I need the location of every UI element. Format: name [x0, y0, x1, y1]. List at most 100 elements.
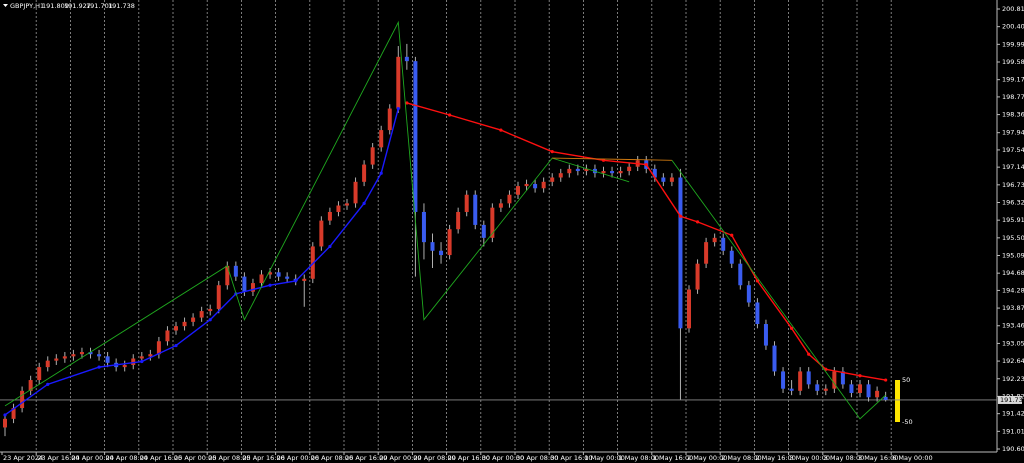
candle-body: [404, 56, 409, 62]
indicator-marker: [396, 106, 400, 111]
candle-body: [259, 274, 264, 284]
candle-body: [45, 360, 50, 368]
candle-body: [268, 272, 273, 275]
level-low-label: -50: [902, 418, 913, 426]
candle-body: [105, 356, 110, 363]
candle-body: [558, 173, 563, 178]
candle-body: [772, 345, 777, 372]
y-tick-label: 197.140: [1002, 163, 1024, 171]
candle-body: [798, 371, 803, 391]
candle-body: [387, 108, 392, 131]
x-tick-label: 3 May 08:00: [824, 454, 864, 462]
candle-body: [54, 358, 59, 361]
x-tick-label: 1 May 08:00: [619, 454, 659, 462]
candle-body: [507, 194, 512, 204]
indicator-line: [552, 157, 672, 161]
x-tick-label: 29 Apr 00:00: [379, 454, 421, 462]
candle-body: [174, 326, 178, 331]
candle-body: [755, 302, 760, 325]
candle-body: [704, 242, 709, 264]
candle-body: [71, 354, 76, 357]
candle-body: [421, 211, 426, 243]
candle-body: [182, 321, 187, 327]
candle-body: [746, 285, 751, 303]
candle-body: [199, 311, 204, 318]
indicator-marker: [362, 201, 366, 205]
x-tick-label: 3 May 00:00: [790, 454, 830, 462]
candle-body: [858, 384, 862, 393]
candle-body: [781, 371, 786, 389]
y-tick-label: 198.770: [1002, 93, 1024, 101]
current-price-box: [998, 395, 1022, 404]
x-tick-label: 26 Apr 00:00: [277, 454, 319, 462]
x-tick-label: 24 Apr 00:00: [71, 454, 113, 462]
indicator-marker: [46, 382, 50, 386]
candle-body: [678, 177, 683, 329]
y-tick-label: 195.910: [1002, 216, 1024, 224]
candle-body: [806, 371, 811, 385]
candle-body: [627, 166, 632, 172]
level-bar: [895, 380, 900, 422]
x-tick-label: 1 May 00:00: [584, 454, 624, 462]
y-tick-label: 192.640: [1002, 357, 1024, 365]
indicator-marker: [405, 101, 409, 105]
candle-body: [866, 384, 871, 398]
candle-body: [618, 171, 623, 174]
candle-body: [396, 56, 401, 109]
candle-body: [28, 380, 33, 391]
y-tick-label: 199.990: [1002, 40, 1024, 48]
x-tick-label: 24 Apr 16:00: [140, 454, 182, 462]
candle-body: [524, 183, 529, 187]
indicator-marker: [294, 279, 298, 283]
x-tick-label: 3 May 16:00: [858, 454, 898, 462]
candle-body: [669, 177, 674, 182]
candle-body: [131, 358, 136, 365]
ohlc-open: 191.809: [42, 2, 69, 10]
candle-body: [336, 205, 341, 212]
x-tick-label: 24 Apr 08:00: [106, 454, 148, 462]
candle-body: [233, 265, 238, 277]
x-tick-label: 23 Apr 16:00: [37, 454, 79, 462]
candle-body: [567, 168, 572, 174]
candle-body: [345, 203, 349, 206]
y-tick-label: 197.940: [1002, 129, 1024, 137]
candle-body: [97, 354, 102, 357]
x-tick-label: 30 Apr 00:00: [482, 454, 524, 462]
candle-body: [738, 263, 743, 286]
y-tick-label: 194.680: [1002, 269, 1024, 277]
x-tick-label: 30 Apr 16:00: [550, 454, 592, 462]
x-tick-label: 6 May 00:00: [892, 454, 932, 462]
x-tick-label: 29 Apr 16:00: [448, 454, 490, 462]
indicator-marker: [140, 359, 144, 364]
candle-body: [584, 168, 589, 172]
ohlc-low: 191.701: [86, 2, 113, 10]
ohlc-close: 191.738: [108, 2, 135, 10]
y-tick-label: 190.600: [1002, 445, 1024, 453]
candle-body: [353, 181, 358, 204]
candle-body: [849, 384, 854, 393]
indicator-marker: [328, 244, 332, 249]
indicator-marker: [695, 220, 700, 224]
y-tick-label: 194.280: [1002, 286, 1024, 294]
candle-body: [327, 211, 332, 221]
candle-body: [370, 147, 375, 165]
y-tick-label: 193.870: [1002, 304, 1024, 312]
candle-body: [62, 356, 67, 359]
x-tick-label: 2 May 16:00: [755, 454, 795, 462]
indicator-marker: [379, 171, 383, 175]
candle-body: [541, 181, 546, 189]
candle-body: [139, 356, 144, 359]
y-tick-label: 200.810: [1002, 5, 1024, 13]
candle-body: [473, 194, 478, 225]
indicator-marker: [678, 214, 683, 218]
indicator-marker: [97, 365, 101, 369]
indicator-marker: [499, 128, 503, 132]
candle-body: [601, 171, 606, 174]
indicator-marker: [755, 279, 760, 283]
x-tick-label: 26 Apr 08:00: [311, 454, 353, 462]
candle-body: [37, 367, 42, 381]
menu-triangle[interactable]: [3, 4, 8, 7]
x-tick-label: 25 Apr 16:00: [242, 454, 284, 462]
candle-body: [447, 229, 452, 256]
indicator-line: [671, 159, 886, 420]
